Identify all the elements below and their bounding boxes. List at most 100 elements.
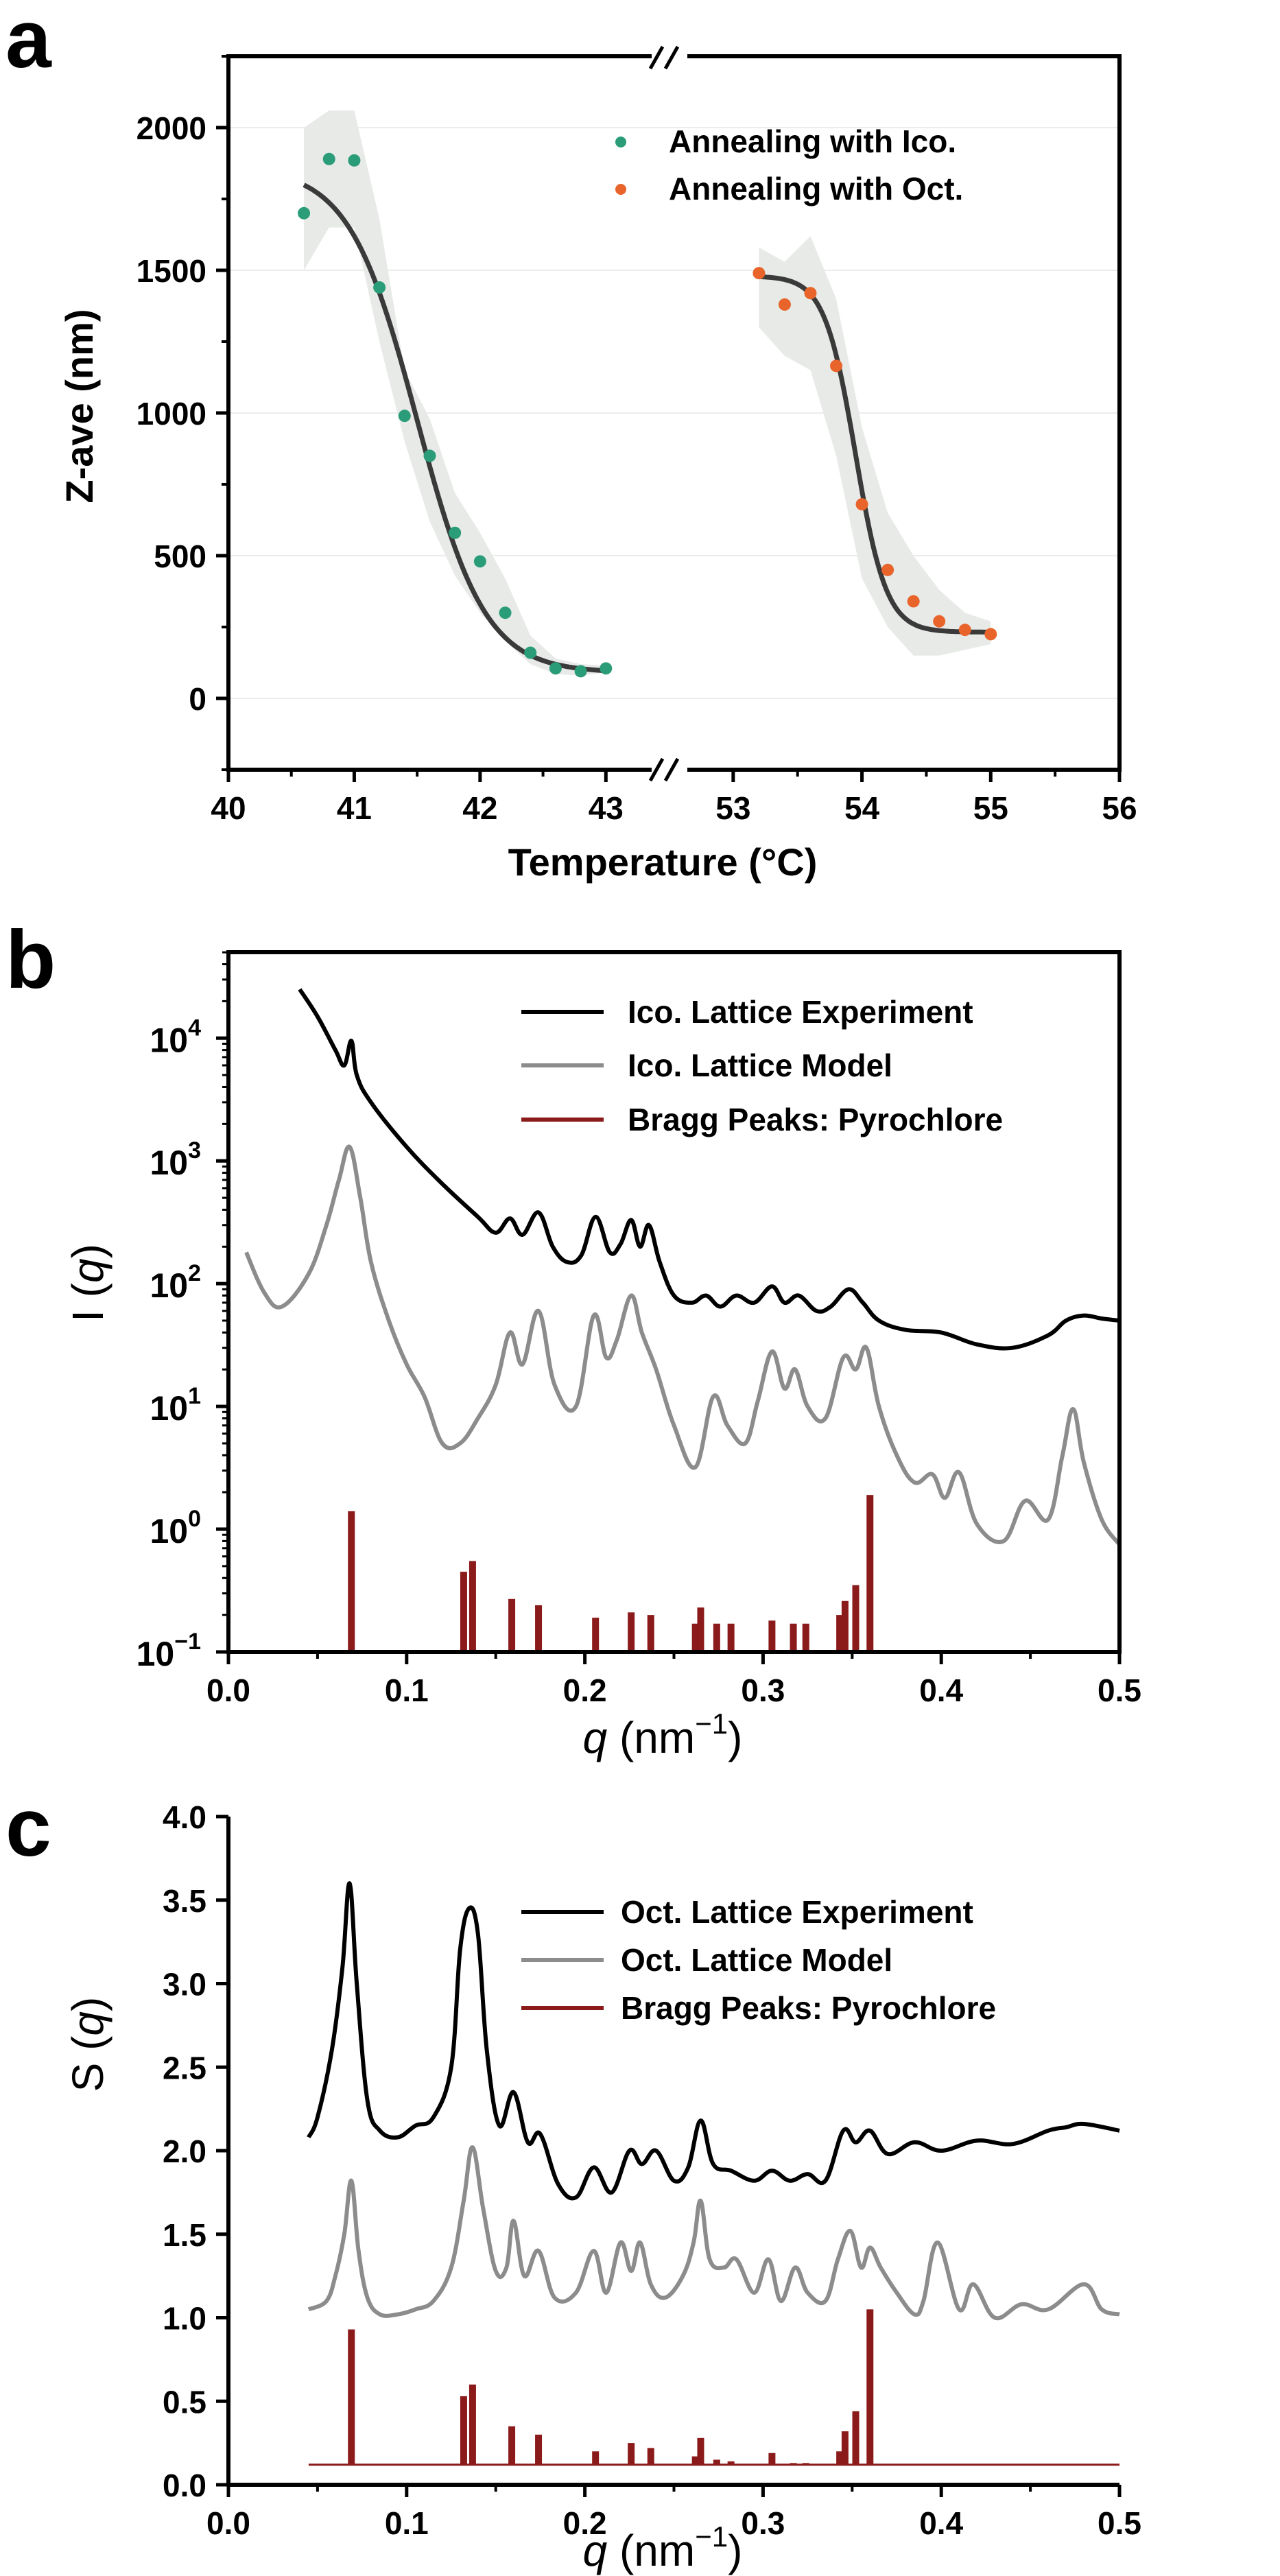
legend-label-ico: Annealing with Ico.	[669, 123, 956, 159]
confidence-band	[304, 110, 606, 676]
bragg-peak-bar	[535, 2434, 543, 2465]
y-tick-label: 102	[150, 1260, 201, 1305]
data-point	[322, 152, 335, 165]
x-tick-label: 0.1	[385, 1673, 429, 1708]
y-tick-label: 1500	[137, 253, 206, 289]
bragg-peak-bar	[841, 1600, 849, 1652]
y-tick-label: 0	[189, 681, 206, 717]
bragg-peak-bar	[836, 1615, 844, 1652]
bragg-peak-bar	[628, 1612, 635, 1652]
legend-marker-ico	[615, 137, 626, 147]
y-tick-label: 3.0	[163, 1967, 206, 2002]
x-tick-label: 53	[715, 790, 750, 826]
x-tick-label: 0.2	[563, 2505, 607, 2541]
bragg-peak-bar	[713, 1623, 720, 1652]
bragg-peak-bar	[460, 1572, 467, 1652]
data-point	[499, 606, 512, 619]
y-tick-label: 4.0	[163, 1799, 206, 1835]
bragg-peak-bar	[628, 2443, 635, 2465]
axis-break-top	[648, 45, 687, 70]
y-tick-label: 1.5	[163, 2217, 206, 2253]
panel-b-lines	[244, 988, 1122, 1546]
x-tick-label: 40	[211, 790, 246, 826]
bragg-peak-bar	[535, 1605, 543, 1652]
data-point	[830, 359, 843, 373]
bragg-peak-bar	[592, 1618, 600, 1652]
data-point	[423, 449, 436, 462]
bragg-peak-bar	[647, 1615, 654, 1652]
x-tick-label: 0.5	[1098, 1673, 1141, 1708]
data-point	[778, 298, 791, 311]
model-line	[244, 1144, 1122, 1546]
data-point	[549, 662, 562, 675]
legend-label-oct: Annealing with Oct.	[669, 171, 963, 206]
bragg-peak-bar	[790, 1623, 797, 1652]
legend-marker-oct	[615, 184, 626, 195]
bragg-peak-bar	[866, 2309, 874, 2465]
fit-curve	[758, 274, 991, 635]
x-tick-label: 43	[589, 790, 624, 826]
panel-b-y-axis-label: I (q)	[63, 1244, 112, 1322]
panel-b-legend: Ico. Lattice Experiment Ico. Lattice Mod…	[521, 994, 1003, 1137]
bragg-peak-bar	[508, 2426, 516, 2465]
panel-c-y-axis-label: S (q)	[63, 1997, 112, 2092]
x-tick-label: 0.4	[919, 2505, 963, 2541]
data-point	[958, 624, 971, 637]
bragg-peak-bar	[469, 1561, 476, 1652]
y-tick-label: 0.5	[163, 2384, 206, 2420]
panel-label-a: a	[5, 0, 52, 85]
panel-c-legend: Oct. Lattice Experiment Oct. Lattice Mod…	[521, 1894, 996, 2026]
y-tick-label: 2000	[137, 110, 206, 146]
bragg-peak-bar	[348, 2329, 355, 2465]
bragg-peak-bar	[469, 2384, 476, 2465]
x-tick-label: 56	[1102, 790, 1137, 826]
data-point	[752, 267, 766, 280]
data-point	[524, 646, 537, 659]
bragg-peak-bar	[691, 2456, 699, 2465]
legend-label-bragg-b: Bragg Peaks: Pyrochlore	[628, 1102, 1003, 1137]
panel-a-x-axis-label: Temperature (°C)	[508, 840, 818, 884]
y-tick-label: 10−1	[137, 1629, 201, 1673]
x-tick-label: 0.5	[1098, 2505, 1141, 2541]
x-tick-label: 0.4	[919, 1673, 963, 1708]
panel-c-ticks: 0.0 0.5 1.0 1.5 2.0 2.5 3.0 3.5 4.0 0.0 0.1 0.2 0.3 0…	[163, 1799, 1141, 2541]
legend-label-oct-model: Oct. Lattice Model	[621, 1942, 892, 1978]
panel-c-chart: 0.0 0.5 1.0 1.5 2.0 2.5 3.0 3.5 4.0 0.0 0.1 0.2 0.3 0…	[63, 1799, 1141, 2575]
legend-label-ico-model: Ico. Lattice Model	[628, 1048, 892, 1083]
data-point	[855, 498, 868, 511]
panel-c-x-axis-label: q (nm−1)	[583, 2520, 743, 2575]
panel-b-ticks: 10−1 100 101 102 103 104 0.0 0.1 0.2 0.3 0.4 0.5	[137, 951, 1141, 1708]
data-point	[449, 526, 462, 539]
bragg-peak-bar	[841, 2431, 849, 2465]
data-point	[348, 154, 361, 167]
y-tick-label: 103	[150, 1137, 201, 1182]
x-tick-label: 0.0	[206, 1673, 250, 1708]
bragg-peak-bar	[852, 2411, 860, 2465]
panel-a-data-points	[298, 152, 997, 678]
panel-a-y-axis-label: Z-ave (nm)	[58, 309, 101, 503]
bragg-peak-bar	[691, 1623, 699, 1652]
data-point	[933, 615, 946, 628]
bragg-peak-bar	[836, 2451, 844, 2465]
y-tick-label: 100	[150, 1506, 201, 1550]
data-point	[907, 595, 920, 608]
bragg-peak-bar	[727, 1623, 735, 1652]
y-tick-label: 3.5	[163, 1883, 206, 1919]
data-point	[373, 281, 386, 294]
panel-c-bragg-bars	[308, 2309, 1119, 2466]
bragg-peak-bar	[768, 2453, 776, 2465]
y-tick-label: 500	[154, 539, 206, 574]
x-tick-label: 54	[844, 790, 880, 826]
data-point	[804, 287, 817, 300]
bragg-peak-bar	[852, 1585, 860, 1652]
panel-a-ticks: 0 500 1000 1500 2000 40 41 42 43 53 54 55 56	[137, 55, 1137, 826]
x-tick-label: 0.3	[741, 1673, 785, 1708]
confidence-band	[759, 236, 991, 656]
y-tick-label: 0.0	[163, 2468, 206, 2503]
legend-label-bragg-c: Bragg Peaks: Pyrochlore	[621, 1990, 996, 2026]
x-tick-label: 0.1	[385, 2505, 429, 2541]
x-tick-label: 0.0	[206, 2505, 250, 2541]
panel-b-bragg-bars	[348, 1495, 874, 1652]
bragg-peak-bar	[697, 1607, 704, 1652]
